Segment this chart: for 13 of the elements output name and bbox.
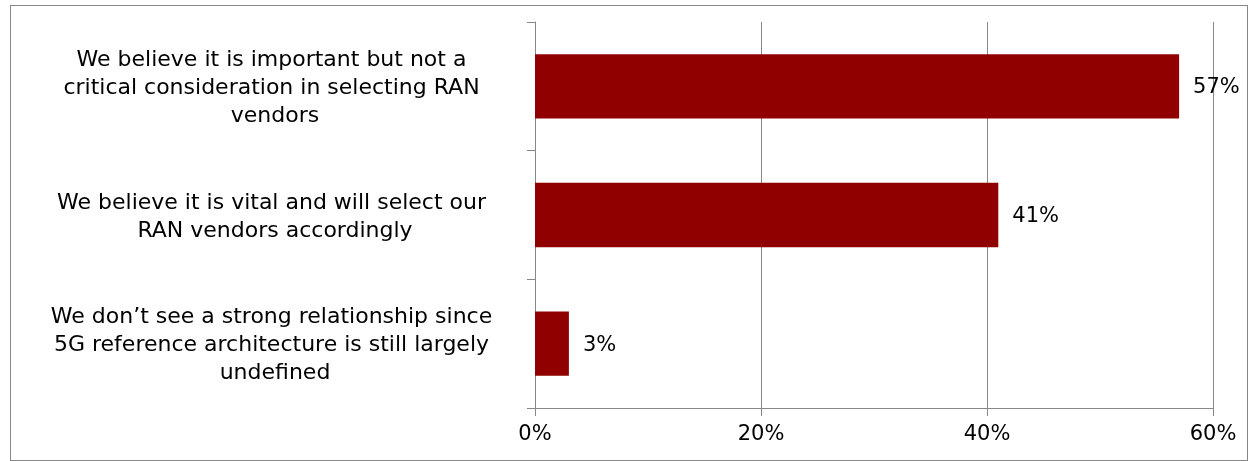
bar	[535, 54, 1180, 119]
data-label: 57%	[1193, 74, 1240, 99]
x-tick-label: 60%	[1189, 420, 1237, 445]
x-tick-label: 20%	[737, 420, 785, 445]
data-label: 41%	[1012, 203, 1059, 227]
y-tick-label: We believe it is vital and will select our RAN vendors accordingly	[57, 188, 493, 242]
x-tick-label: 40%	[963, 420, 1011, 445]
x-tick-label: 0%	[518, 420, 552, 445]
y-tick-label: We believe it is important but not a critical consideration in selecting RAN vendors	[63, 45, 487, 127]
y-tick-label: We don’t see a strong relationship since 5G reference architecture is still largely undefined	[50, 303, 500, 385]
bar	[535, 311, 569, 376]
data-label: 3%	[582, 331, 617, 356]
bar	[535, 182, 999, 248]
